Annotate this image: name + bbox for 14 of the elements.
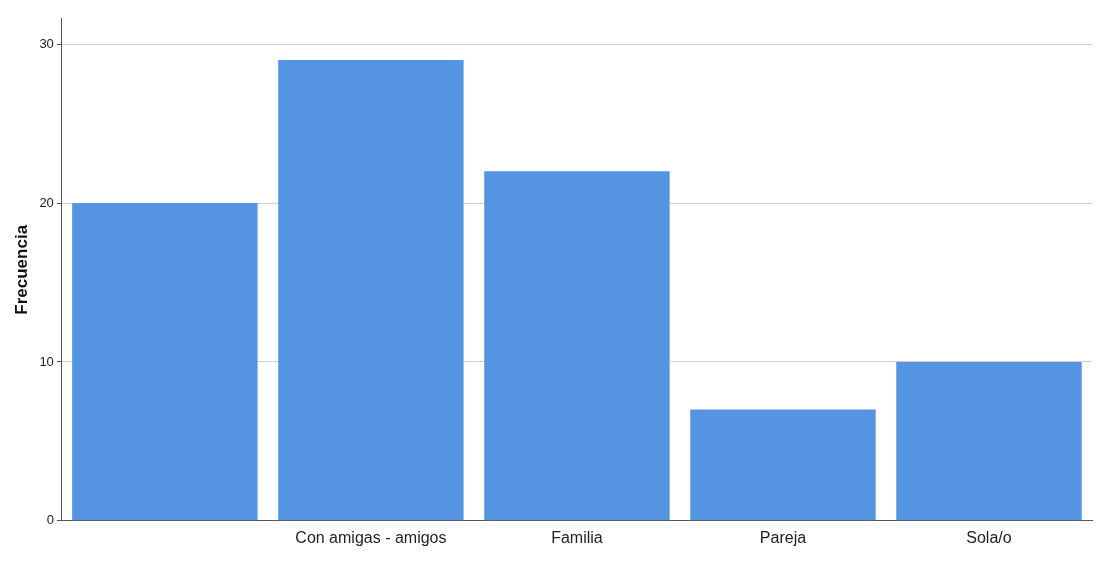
bar	[278, 60, 464, 521]
bar	[484, 171, 670, 521]
x-tick-label: Sola/o	[966, 528, 1012, 546]
y-axis-title: Frecuencia	[11, 224, 31, 315]
bar	[72, 203, 258, 521]
y-tick-label: 10	[39, 353, 54, 369]
bar	[690, 409, 876, 521]
bar	[896, 361, 1082, 521]
y-tick-label: 20	[39, 194, 54, 210]
y-tick-label: 0	[46, 512, 54, 528]
x-tick-label: Familia	[551, 528, 603, 546]
x-tick-label: Con amigas - amigos	[295, 528, 447, 546]
y-tick-label: 30	[39, 35, 54, 51]
x-tick-label: Pareja	[759, 528, 807, 546]
